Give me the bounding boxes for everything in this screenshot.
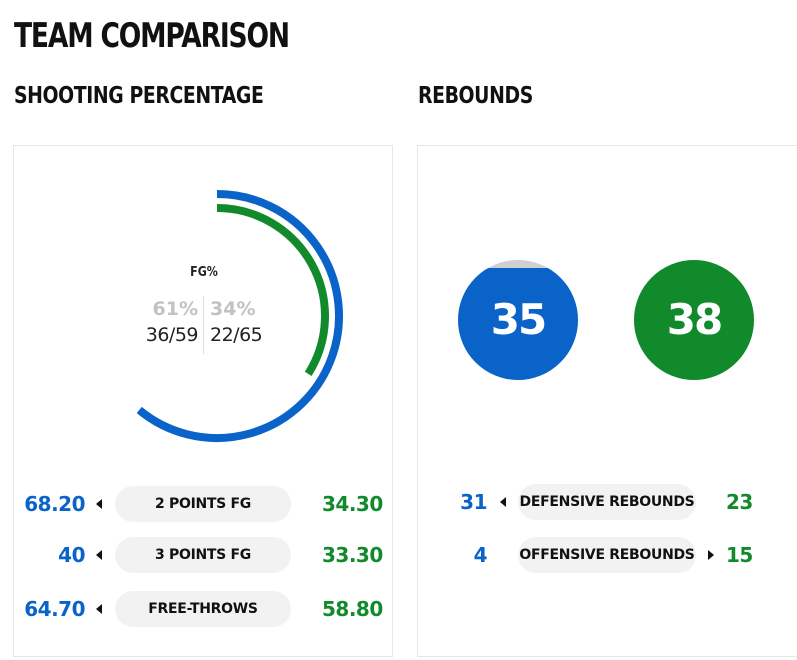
stat-row-2pt: 68.20 2 POINTS FG 34.30 [14, 486, 394, 522]
rebounds-section-title: REBOUNDS [418, 83, 533, 109]
arrow-right-icon [708, 550, 714, 560]
stat-left-value: 31 [460, 490, 487, 514]
page-title: TEAM COMPARISON [14, 16, 290, 56]
stat-row-3pt: 40 3 POINTS FG 33.30 [14, 537, 394, 573]
rebounds-left-fill [458, 268, 578, 380]
arrow-left-icon [96, 550, 102, 560]
rebounds-right-bubble: 38 [634, 260, 754, 380]
fg-gauge [136, 190, 343, 442]
stat-left-value: 68.20 [24, 492, 85, 516]
stat-right-value: 34.30 [322, 492, 383, 516]
rebounds-right-total: 38 [666, 295, 723, 344]
stat-right-value: 33.30 [322, 543, 383, 567]
shooting-section-title: SHOOTING PERCENTAGE [14, 83, 264, 109]
rebounds-left-total: 35 [490, 295, 547, 344]
arrow-left-icon [500, 497, 506, 507]
rebounds-left-bubble: 35 [458, 260, 578, 380]
fg-left-made: 36/59 [145, 324, 199, 346]
fg-stats: 61% 36/59 34% 22/65 [144, 296, 264, 354]
stat-label-pill: 2 POINTS FG [115, 486, 291, 522]
shooting-card: FG% 61% 36/59 34% 22/65 68.20 2 POINTS F… [13, 145, 393, 657]
stat-label-pill: FREE-THROWS [115, 591, 291, 627]
fg-right-made: 22/65 [210, 324, 263, 346]
stat-left-value: 40 [58, 543, 85, 567]
fg-label: FG% [190, 265, 218, 280]
fg-right-team: 34% 22/65 [204, 296, 264, 348]
rebounds-right-fill [634, 260, 754, 380]
stat-right-value: 58.80 [322, 597, 383, 621]
stat-label-pill: OFFENSIVE REBOUNDS [518, 537, 696, 573]
fg-left-team: 61% 36/59 [144, 296, 204, 348]
stat-row-ft: 64.70 FREE-THROWS 58.80 [14, 591, 394, 627]
fg-left-percent: 61% [152, 298, 198, 320]
stat-right-value: 15 [726, 543, 753, 567]
stat-label-pill: DEFENSIVE REBOUNDS [518, 484, 696, 520]
rebounds-card: 35 38 31 DEFENSIVE REBOUNDS 23 4 OFFENSI… [417, 145, 797, 657]
fg-divider [203, 296, 204, 354]
stat-left-value: 64.70 [24, 597, 85, 621]
fg-right-percent: 34% [210, 298, 256, 320]
stat-right-value: 23 [726, 490, 753, 514]
fg-arc-right-team [216, 204, 329, 377]
stat-row-offensive: 4 OFFENSIVE REBOUNDS 15 [418, 537, 797, 573]
fg-arc-left-team [136, 190, 343, 442]
stat-row-defensive: 31 DEFENSIVE REBOUNDS 23 [418, 484, 797, 520]
stat-label-pill: 3 POINTS FG [115, 537, 291, 573]
arrow-left-icon [96, 499, 102, 509]
stat-left-value: 4 [473, 543, 488, 567]
arrow-left-icon [96, 604, 102, 614]
